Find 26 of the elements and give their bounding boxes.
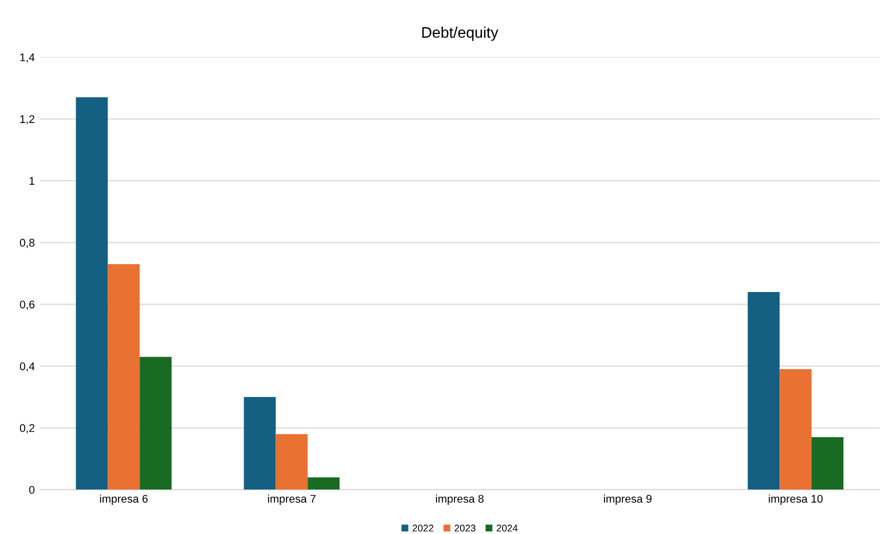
y-tick-label: 0 [29, 486, 34, 494]
legend-label: 2023 [454, 524, 476, 532]
bar [108, 264, 140, 490]
x-tick-label: impresa 6 [100, 494, 148, 505]
y-tick-label: 0,2 [20, 424, 34, 434]
y-tick-label: 1 [30, 177, 34, 185]
bar [244, 396, 276, 490]
y-tick-label: 1,4 [20, 54, 35, 63]
legend-label: 2024 [496, 524, 518, 532]
y-tick-label: 0,6 [20, 300, 34, 310]
y-tick-label: 1,2 [20, 115, 34, 124]
chart-title: Debt/equity [422, 26, 498, 41]
bar [140, 356, 172, 490]
x-tick-label: impresa 10 [768, 494, 823, 505]
bar [780, 369, 812, 490]
x-tick-label: impresa 8 [436, 494, 484, 505]
y-tick-label: 0,8 [20, 238, 34, 248]
x-tick-label: impresa 7 [268, 494, 316, 505]
legend-label: 2022 [412, 524, 434, 532]
bar [748, 292, 780, 490]
bar [308, 477, 340, 490]
bar [276, 434, 308, 490]
bar [76, 97, 108, 490]
x-tick-label: impresa 9 [604, 494, 652, 505]
bar [812, 437, 844, 490]
y-tick-label: 0,4 [20, 362, 35, 372]
